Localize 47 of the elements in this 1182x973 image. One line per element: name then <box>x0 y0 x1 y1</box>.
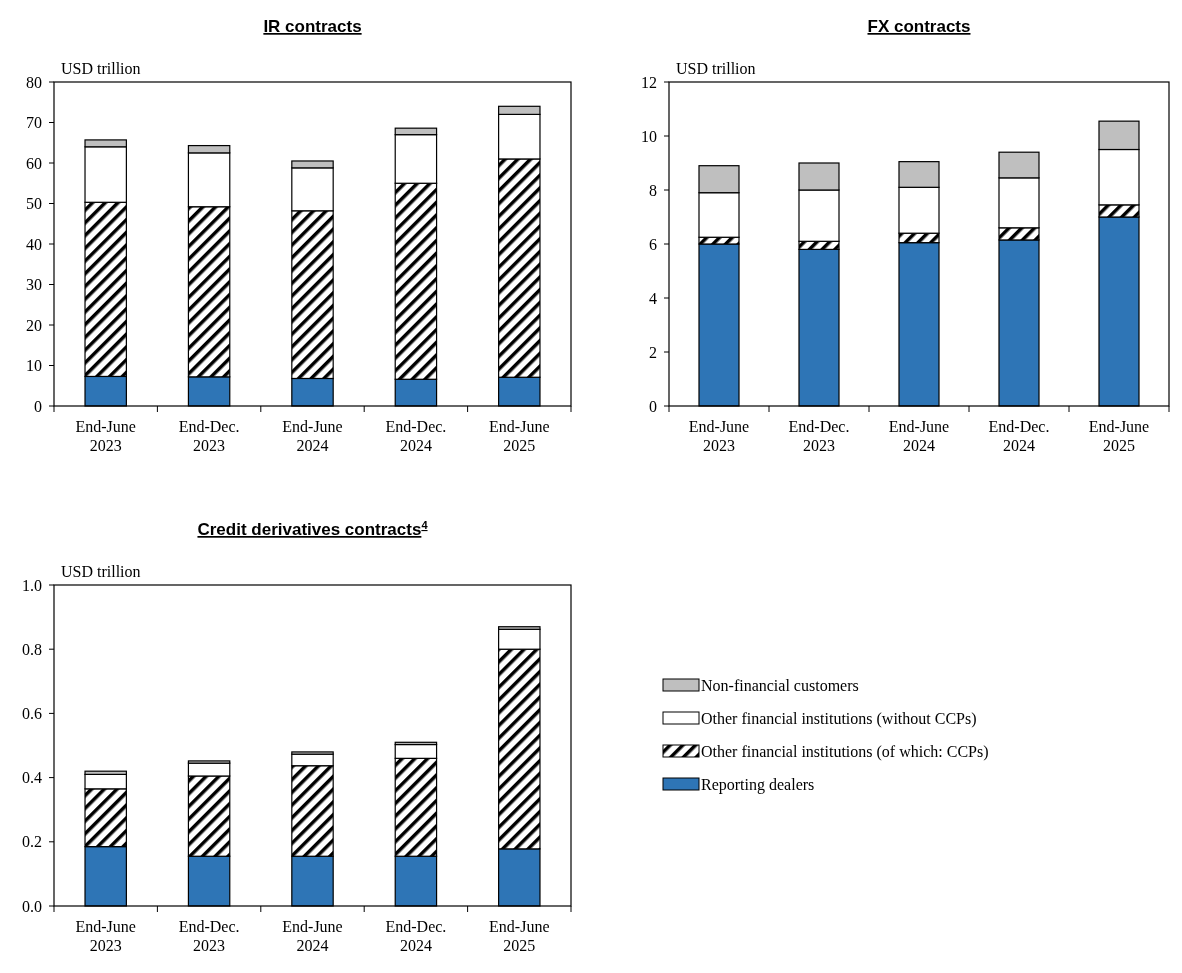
legend-label: Non-financial customers <box>701 676 859 694</box>
y-tick-label: 30 <box>26 276 42 294</box>
y-tick-label: 0 <box>34 397 42 415</box>
legend-label: Other financial institutions (of which: CCPs) <box>701 742 989 761</box>
x-tick-label: End-Dec. 2024 <box>988 418 1050 454</box>
y-tick-label: 4 <box>649 289 657 307</box>
legend-label: Reporting dealers <box>701 775 815 794</box>
x-tick-label: End-Dec. 2023 <box>178 918 240 954</box>
y-tick-label: 80 <box>26 73 42 91</box>
y-tick-label: 12 <box>641 73 657 91</box>
x-tick-label: End-June 2025 <box>1088 418 1150 454</box>
x-tick-label: End-June 2025 <box>489 918 550 954</box>
y-tick-label: 1.0 <box>22 576 42 594</box>
x-tick-label: End-Dec. 2023 <box>178 418 240 454</box>
legend-label: Other financial institutions (without CCPs) <box>701 709 977 728</box>
y-tick-label: 8 <box>649 181 657 199</box>
y-tick-label: 10 <box>641 127 657 145</box>
chart-title: IR contracts <box>263 17 362 36</box>
y-tick-label: 0.6 <box>22 705 42 722</box>
chart-title: Credit derivatives contracts$^{4}$ <box>197 519 429 539</box>
y-tick-label: 0 <box>649 397 657 415</box>
y-axis-title: USD trillion <box>61 60 141 77</box>
y-axis-title: USD trillion <box>676 60 756 77</box>
y-axis-title: USD trillion <box>61 563 141 580</box>
y-tick-label: 70 <box>26 114 42 132</box>
y-tick-label: 20 <box>26 316 42 334</box>
x-tick-label: End-June 2023 <box>75 418 136 454</box>
y-tick-label: 50 <box>26 195 42 213</box>
y-tick-label: 10 <box>26 357 42 375</box>
x-tick-label: End-Dec. 2023 <box>788 418 850 454</box>
x-tick-label: End-June 2023 <box>688 418 750 454</box>
y-tick-label: 60 <box>26 154 42 172</box>
x-tick-label: End-June 2025 <box>489 418 550 454</box>
y-tick-label: 6 <box>649 235 657 253</box>
y-tick-label: 0.2 <box>22 833 42 851</box>
y-tick-label: 40 <box>26 235 42 253</box>
x-tick-label: End-Dec. 2024 <box>385 418 447 454</box>
x-tick-label: End-June 2023 <box>75 918 136 954</box>
y-tick-label: 0.0 <box>22 897 42 915</box>
chart-title: FX contracts <box>867 17 971 36</box>
x-tick-label: End-Dec. 2024 <box>385 918 447 954</box>
x-tick-label: End-June 2024 <box>282 918 343 954</box>
x-tick-label: End-June 2024 <box>282 418 343 454</box>
y-tick-label: 0.8 <box>22 640 42 658</box>
x-tick-label: End-June 2024 <box>888 418 950 454</box>
y-tick-label: 2 <box>649 343 657 361</box>
y-tick-label: 0.4 <box>22 769 42 787</box>
